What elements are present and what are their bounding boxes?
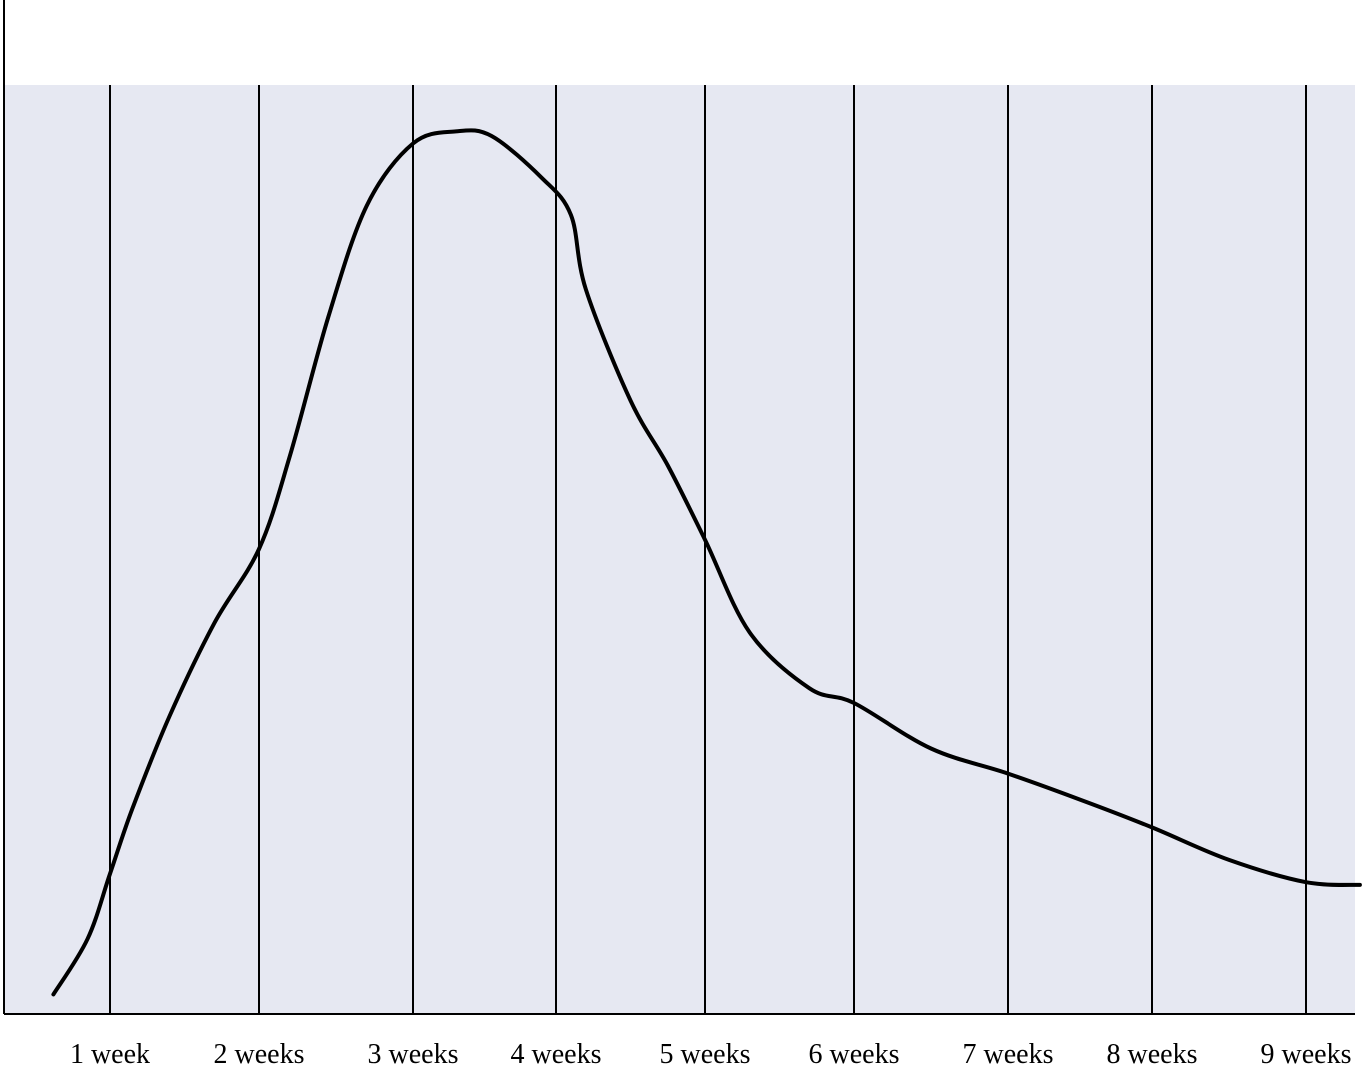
x-tick-label: 8 weeks	[1107, 1039, 1198, 1070]
x-tick-label: 1 week	[70, 1039, 150, 1070]
x-tick-label: 3 weeks	[368, 1039, 459, 1070]
series-line	[51, 128, 1362, 997]
x-tick-label: 7 weeks	[963, 1039, 1054, 1070]
x-tick-labels: 1 week 2 weeks 3 weeks 4 weeks 5 weeks 6 week…	[70, 1039, 1352, 1070]
x-tick-label: 4 weeks	[511, 1039, 602, 1070]
x-tick-label: 6 weeks	[809, 1039, 900, 1070]
plot-background	[5, 85, 1355, 1013]
x-tick-label: 9 weeks	[1261, 1039, 1352, 1070]
x-tick-label: 5 weeks	[660, 1039, 751, 1070]
x-tick-label: 2 weeks	[214, 1039, 305, 1070]
